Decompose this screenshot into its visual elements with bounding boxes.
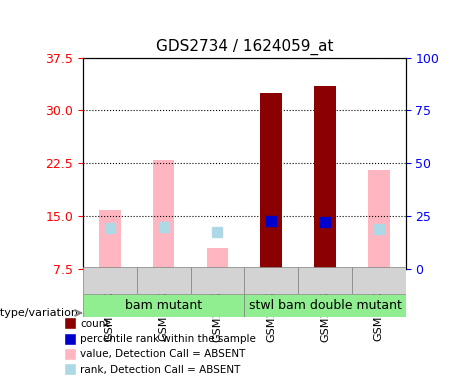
FancyBboxPatch shape [83,267,137,294]
FancyBboxPatch shape [190,267,244,294]
Bar [368,170,390,269]
FancyBboxPatch shape [83,294,244,317]
Text: stwl bam double mutant: stwl bam double mutant [248,299,402,312]
Bar [153,160,174,269]
FancyBboxPatch shape [137,267,190,294]
FancyBboxPatch shape [298,267,352,294]
Bar [207,248,228,269]
Text: bam mutant: bam mutant [125,299,202,312]
FancyBboxPatch shape [244,294,406,317]
Title: GDS2734 / 1624059_at: GDS2734 / 1624059_at [155,39,333,55]
Legend: count, percentile rank within the sample, value, Detection Call = ABSENT, rank, : count, percentile rank within the sample… [60,315,260,379]
Text: genotype/variation: genotype/variation [0,308,79,318]
Bar [260,93,282,269]
Bar [314,86,336,269]
FancyBboxPatch shape [352,267,406,294]
Bar [99,210,121,269]
FancyBboxPatch shape [244,267,298,294]
